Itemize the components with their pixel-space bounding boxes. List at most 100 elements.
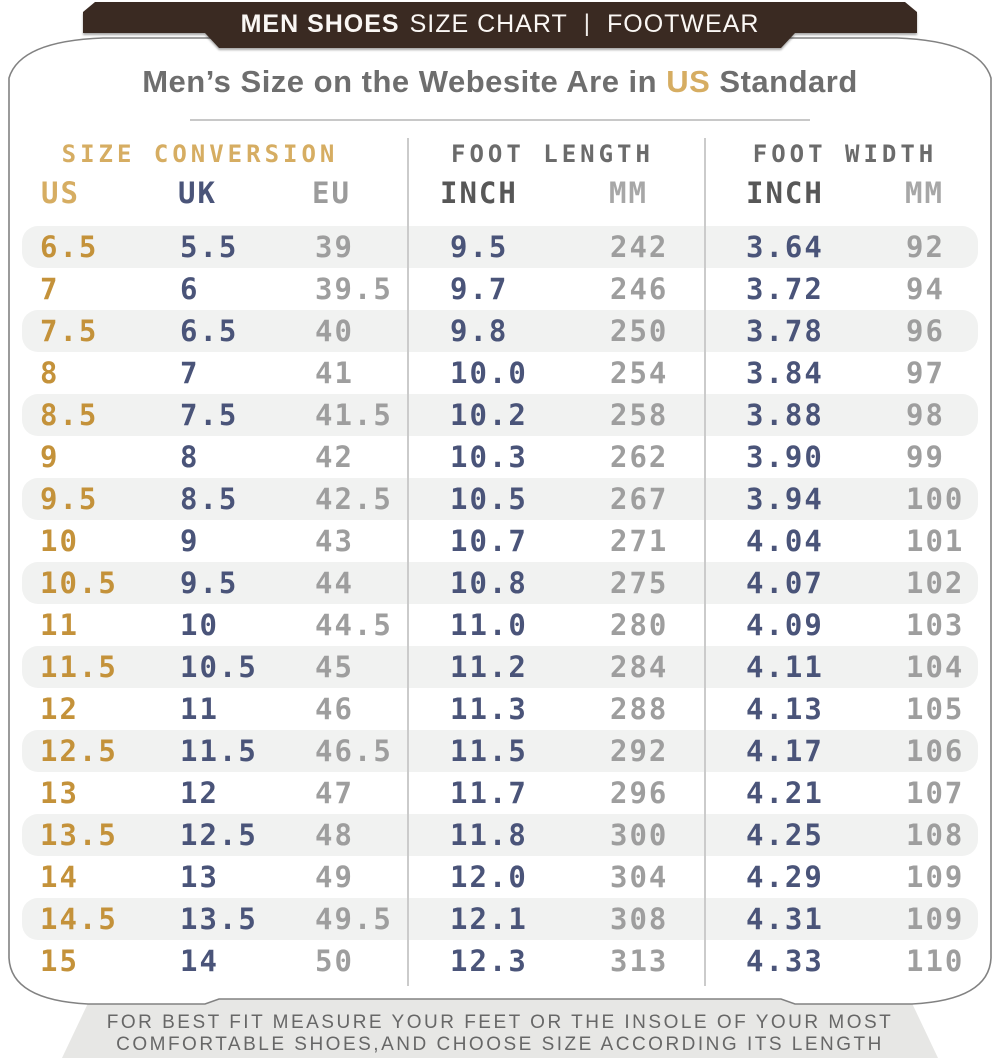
- cell-length-mm: 262: [610, 440, 669, 474]
- cell-us: 8: [40, 356, 60, 390]
- cell-eu: 39.5: [315, 272, 393, 306]
- cell-width-mm: 92: [906, 230, 945, 264]
- cell-uk: 11: [180, 692, 219, 726]
- header-ribbon-shape: [83, 2, 917, 48]
- cell-width-mm: 109: [906, 860, 965, 894]
- cell-width-inch: 4.07: [746, 566, 824, 600]
- cell-width-mm: 104: [906, 650, 965, 684]
- cell-length-inch: 9.7: [450, 272, 509, 306]
- cell-eu: 46.5: [315, 734, 393, 768]
- banner-subtitle: FOOTWEAR: [607, 9, 760, 38]
- table-row: 11.5 10.5 45 11.2 284 4.11 104: [22, 646, 978, 688]
- banner-title-rest: SIZE CHART: [409, 9, 568, 38]
- cell-uk: 5.5: [180, 230, 239, 264]
- cell-width-mm: 106: [906, 734, 965, 768]
- cell-length-inch: 11.8: [450, 818, 528, 852]
- cell-length-mm: 254: [610, 356, 669, 390]
- cell-width-mm: 98: [906, 398, 945, 432]
- table-row: 12 11 46 11.3 288 4.13 105: [22, 688, 978, 730]
- cell-length-inch: 11.0: [450, 608, 528, 642]
- cell-eu: 44: [315, 566, 354, 600]
- cell-width-inch: 3.72: [746, 272, 824, 306]
- cell-us: 9.5: [40, 482, 99, 516]
- page-title: Men’s Size on the Webesite Are in US Sta…: [0, 64, 1000, 100]
- table-row: 14.5 13.5 49.5 12.1 308 4.31 109: [22, 898, 978, 940]
- cell-length-mm: 242: [610, 230, 669, 264]
- cell-eu: 39: [315, 230, 354, 264]
- cell-length-inch: 9.5: [450, 230, 509, 264]
- cell-eu: 50: [315, 944, 354, 978]
- table-row: 12.5 11.5 46.5 11.5 292 4.17 106: [22, 730, 978, 772]
- cell-us: 14: [40, 860, 79, 894]
- cell-uk: 7: [180, 356, 200, 390]
- cell-width-mm: 102: [906, 566, 965, 600]
- cell-length-inch: 11.5: [450, 734, 528, 768]
- table-row: 14 13 49 12.0 304 4.29 109: [22, 856, 978, 898]
- cell-width-inch: 3.94: [746, 482, 824, 516]
- cell-width-inch: 4.13: [746, 692, 824, 726]
- cell-width-inch: 4.21: [746, 776, 824, 810]
- cell-width-inch: 4.09: [746, 608, 824, 642]
- cell-length-mm: 258: [610, 398, 669, 432]
- cell-width-mm: 108: [906, 818, 965, 852]
- cell-eu: 47: [315, 776, 354, 810]
- cell-us: 12.5: [40, 734, 118, 768]
- cell-width-inch: 4.29: [746, 860, 824, 894]
- cell-width-inch: 4.04: [746, 524, 824, 558]
- cell-width-inch: 3.78: [746, 314, 824, 348]
- cell-uk: 9.5: [180, 566, 239, 600]
- table-row: 9.5 8.5 42.5 10.5 267 3.94 100: [22, 478, 978, 520]
- cell-width-mm: 96: [906, 314, 945, 348]
- cell-width-inch: 4.17: [746, 734, 824, 768]
- section-header-size-conversion: SIZE CONVERSION: [61, 140, 339, 168]
- column-header-length-inch: INCH: [440, 176, 518, 210]
- cell-length-mm: 300: [610, 818, 669, 852]
- cell-length-inch: 11.7: [450, 776, 528, 810]
- cell-width-inch: 4.31: [746, 902, 824, 936]
- cell-width-mm: 109: [906, 902, 965, 936]
- cell-us: 7: [40, 272, 60, 306]
- column-header-uk: UK: [178, 176, 217, 210]
- table-row: 13 12 47 11.7 296 4.21 107: [22, 772, 978, 814]
- cell-width-inch: 3.84: [746, 356, 824, 390]
- cell-length-inch: 10.5: [450, 482, 528, 516]
- cell-us: 8.5: [40, 398, 99, 432]
- title-prefix: Men’s Size on the Webesite Are in: [142, 64, 667, 99]
- table-row: 8.5 7.5 41.5 10.2 258 3.88 98: [22, 394, 978, 436]
- cell-length-mm: 271: [610, 524, 669, 558]
- cell-us: 14.5: [40, 902, 118, 936]
- cell-width-inch: 3.90: [746, 440, 824, 474]
- cell-width-mm: 99: [906, 440, 945, 474]
- cell-length-mm: 267: [610, 482, 669, 516]
- cell-eu: 42.5: [315, 482, 393, 516]
- cell-uk: 14: [180, 944, 219, 978]
- cell-us: 15: [40, 944, 79, 978]
- table-row: 15 14 50 12.3 313 4.33 110: [22, 940, 978, 982]
- cell-width-inch: 4.33: [746, 944, 824, 978]
- cell-width-inch: 3.64: [746, 230, 824, 264]
- cell-us: 13: [40, 776, 79, 810]
- footer-ribbon: FOR BEST FIT MEASURE YOUR FEET OR THE IN…: [62, 999, 938, 1058]
- table-row: 10 9 43 10.7 271 4.04 101: [22, 520, 978, 562]
- cell-width-inch: 4.11: [746, 650, 824, 684]
- cell-uk: 9: [180, 524, 200, 558]
- cell-length-mm: 296: [610, 776, 669, 810]
- cell-length-mm: 304: [610, 860, 669, 894]
- title-highlight-us: US: [666, 64, 711, 99]
- cell-us: 9: [40, 440, 60, 474]
- cell-length-inch: 12.3: [450, 944, 528, 978]
- footer-note-line1: FOR BEST FIT MEASURE YOUR FEET OR THE IN…: [106, 1012, 894, 1033]
- column-header-length-mm: MM: [609, 176, 648, 210]
- table-row: 10.5 9.5 44 10.8 275 4.07 102: [22, 562, 978, 604]
- column-divider-1: [407, 138, 409, 986]
- column-header-eu: EU: [312, 176, 351, 210]
- cell-eu: 49: [315, 860, 354, 894]
- cell-eu: 46: [315, 692, 354, 726]
- table-row: 9 8 42 10.3 262 3.90 99: [22, 436, 978, 478]
- cell-us: 7.5: [40, 314, 99, 348]
- cell-eu: 44.5: [315, 608, 393, 642]
- cell-length-inch: 11.2: [450, 650, 528, 684]
- cell-us: 11: [40, 608, 79, 642]
